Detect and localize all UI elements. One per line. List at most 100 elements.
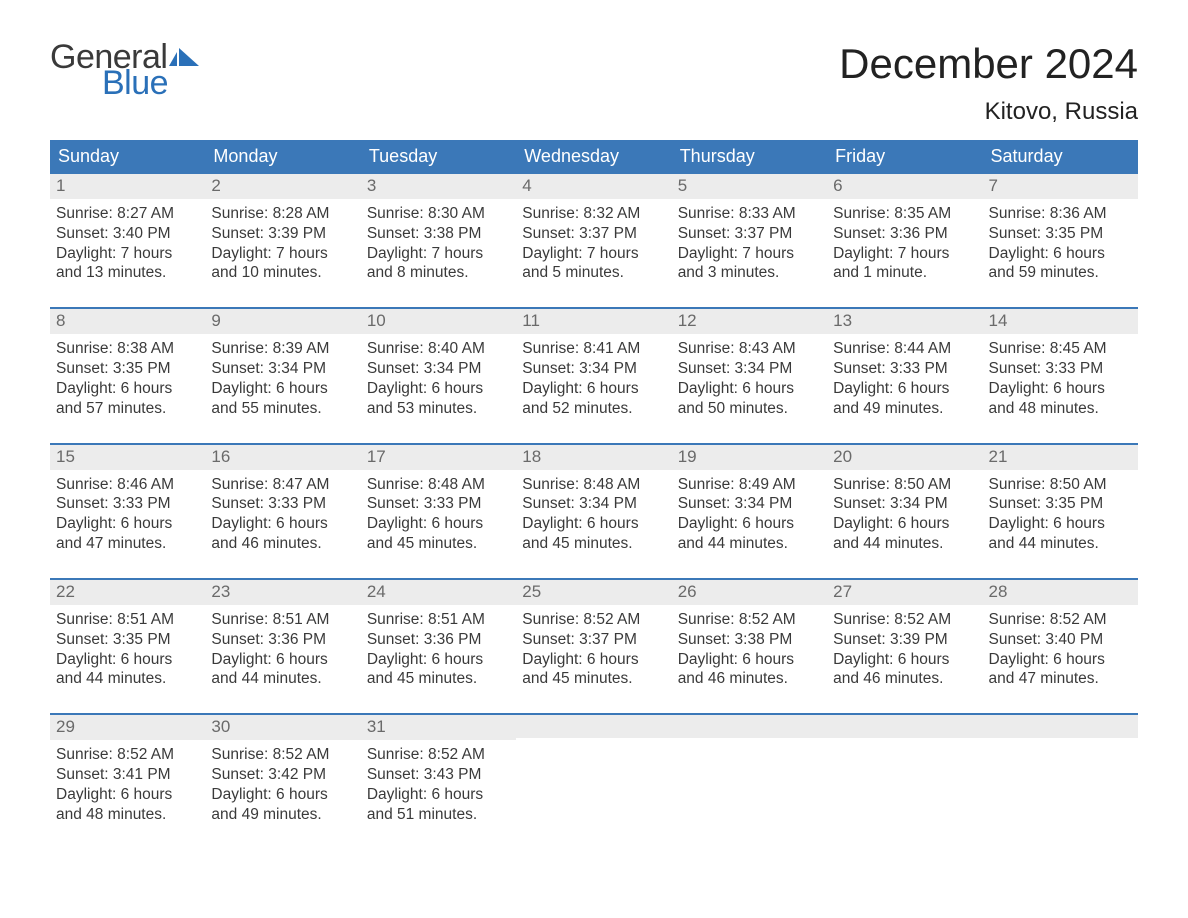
day-sunrise: Sunrise: 8:52 AM (989, 610, 1132, 630)
day-number: 6 (833, 176, 842, 195)
day-details: Sunrise: 8:51 AMSunset: 3:35 PMDaylight:… (50, 605, 205, 689)
day-d2: and 52 minutes. (522, 399, 665, 419)
day-d1: Daylight: 6 hours (678, 650, 821, 670)
day-sunrise: Sunrise: 8:47 AM (211, 475, 354, 495)
calendar-day: 16 Sunrise: 8:47 AMSunset: 3:33 PMDayligh… (205, 445, 360, 560)
day-number: 27 (833, 582, 852, 601)
day-sunset: Sunset: 3:40 PM (56, 224, 199, 244)
day-number: 26 (678, 582, 697, 601)
day-d2: and 51 minutes. (367, 805, 510, 825)
day-d2: and 50 minutes. (678, 399, 821, 419)
day-d1: Daylight: 6 hours (211, 514, 354, 534)
day-d2: and 48 minutes. (56, 805, 199, 825)
day-d2: and 46 minutes. (833, 669, 976, 689)
day-number: 24 (367, 582, 386, 601)
day-d2: and 59 minutes. (989, 263, 1132, 283)
day-details: Sunrise: 8:33 AMSunset: 3:37 PMDaylight:… (672, 199, 827, 283)
day-d2: and 45 minutes. (367, 669, 510, 689)
day-number: 19 (678, 447, 697, 466)
day-d1: Daylight: 6 hours (522, 514, 665, 534)
day-sunset: Sunset: 3:40 PM (989, 630, 1132, 650)
day-details: Sunrise: 8:52 AMSunset: 3:43 PMDaylight:… (361, 740, 516, 824)
calendar-day: 6 Sunrise: 8:35 AMSunset: 3:36 PMDaylight… (827, 174, 982, 289)
calendar-day: 12Sunrise: 8:43 AMSunset: 3:34 PMDayligh… (672, 309, 827, 424)
day-sunrise: Sunrise: 8:51 AM (56, 610, 199, 630)
day-details: Sunrise: 8:38 AMSunset: 3:35 PMDaylight:… (50, 334, 205, 418)
day-d1: Daylight: 6 hours (211, 379, 354, 399)
day-sunrise: Sunrise: 8:45 AM (989, 339, 1132, 359)
day-details: Sunrise: 8:52 AMSunset: 3:42 PMDaylight:… (205, 740, 360, 824)
day-sunrise: Sunrise: 8:51 AM (367, 610, 510, 630)
calendar-day (983, 715, 1138, 830)
day-sunset: Sunset: 3:34 PM (678, 494, 821, 514)
day-sunset: Sunset: 3:39 PM (833, 630, 976, 650)
calendar-day: 19Sunrise: 8:49 AMSunset: 3:34 PMDayligh… (672, 445, 827, 560)
day-sunset: Sunset: 3:35 PM (56, 630, 199, 650)
weekday-header: Thursday (672, 140, 827, 174)
day-number: 17 (367, 447, 386, 466)
day-d2: and 10 minutes. (211, 263, 354, 283)
month-title: December 2024 (839, 40, 1138, 88)
day-number: 2 (211, 176, 220, 195)
day-details: Sunrise: 8:47 AMSunset: 3:33 PMDaylight:… (205, 470, 360, 554)
weekday-header: Monday (205, 140, 360, 174)
calendar-week: 8Sunrise: 8:38 AMSunset: 3:35 PMDaylight… (50, 307, 1138, 424)
day-sunset: Sunset: 3:34 PM (522, 359, 665, 379)
day-sunset: Sunset: 3:37 PM (522, 224, 665, 244)
header: General Blue December 2024 Kitovo, Russi… (50, 40, 1138, 126)
calendar-day: 18Sunrise: 8:48 AMSunset: 3:34 PMDayligh… (516, 445, 671, 560)
calendar-day: 9Sunrise: 8:39 AMSunset: 3:34 PMDaylight… (205, 309, 360, 424)
day-number: 3 (367, 176, 376, 195)
day-number: 9 (211, 311, 220, 330)
calendar-day: 25Sunrise: 8:52 AMSunset: 3:37 PMDayligh… (516, 580, 671, 695)
day-number: 16 (211, 447, 230, 466)
day-d1: Daylight: 6 hours (367, 514, 510, 534)
day-sunset: Sunset: 3:35 PM (989, 494, 1132, 514)
day-details: Sunrise: 8:51 AMSunset: 3:36 PMDaylight:… (205, 605, 360, 689)
day-details: Sunrise: 8:35 AMSunset: 3:36 PMDaylight:… (827, 199, 982, 283)
day-d2: and 45 minutes. (367, 534, 510, 554)
day-sunset: Sunset: 3:39 PM (211, 224, 354, 244)
day-number: 4 (522, 176, 531, 195)
day-d1: Daylight: 6 hours (522, 379, 665, 399)
day-details: Sunrise: 8:45 AMSunset: 3:33 PMDaylight:… (983, 334, 1138, 418)
calendar-day: 5 Sunrise: 8:33 AMSunset: 3:37 PMDaylight… (672, 174, 827, 289)
day-d2: and 3 minutes. (678, 263, 821, 283)
day-d1: Daylight: 6 hours (367, 650, 510, 670)
day-d1: Daylight: 6 hours (678, 514, 821, 534)
day-d2: and 48 minutes. (989, 399, 1132, 419)
day-d2: and 44 minutes. (56, 669, 199, 689)
day-sunset: Sunset: 3:36 PM (367, 630, 510, 650)
calendar-day: 11Sunrise: 8:41 AMSunset: 3:34 PMDayligh… (516, 309, 671, 424)
day-sunset: Sunset: 3:35 PM (989, 224, 1132, 244)
calendar-week: 15Sunrise: 8:46 AMSunset: 3:33 PMDayligh… (50, 443, 1138, 560)
day-sunrise: Sunrise: 8:46 AM (56, 475, 199, 495)
day-d2: and 45 minutes. (522, 669, 665, 689)
day-number: 25 (522, 582, 541, 601)
day-sunrise: Sunrise: 8:50 AM (833, 475, 976, 495)
calendar-day: 31Sunrise: 8:52 AMSunset: 3:43 PMDayligh… (361, 715, 516, 830)
day-d1: Daylight: 6 hours (989, 244, 1132, 264)
day-sunrise: Sunrise: 8:52 AM (367, 745, 510, 765)
calendar-day: 8Sunrise: 8:38 AMSunset: 3:35 PMDaylight… (50, 309, 205, 424)
day-details: Sunrise: 8:32 AMSunset: 3:37 PMDaylight:… (516, 199, 671, 283)
calendar-day: 17Sunrise: 8:48 AMSunset: 3:33 PMDayligh… (361, 445, 516, 560)
day-number: 5 (678, 176, 687, 195)
day-sunrise: Sunrise: 8:35 AM (833, 204, 976, 224)
day-number: 1 (56, 176, 65, 195)
day-d1: Daylight: 6 hours (989, 379, 1132, 399)
day-d2: and 44 minutes. (678, 534, 821, 554)
day-details: Sunrise: 8:48 AMSunset: 3:34 PMDaylight:… (516, 470, 671, 554)
day-details: Sunrise: 8:40 AMSunset: 3:34 PMDaylight:… (361, 334, 516, 418)
calendar-day: 2Sunrise: 8:28 AMSunset: 3:39 PMDaylight… (205, 174, 360, 289)
weekday-header-row: SundayMondayTuesdayWednesdayThursdayFrid… (50, 140, 1138, 174)
day-number: 15 (56, 447, 75, 466)
day-sunset: Sunset: 3:37 PM (678, 224, 821, 244)
day-sunset: Sunset: 3:42 PM (211, 765, 354, 785)
day-d1: Daylight: 6 hours (833, 514, 976, 534)
day-details: Sunrise: 8:44 AMSunset: 3:33 PMDaylight:… (827, 334, 982, 418)
day-number: 21 (989, 447, 1008, 466)
day-d1: Daylight: 7 hours (211, 244, 354, 264)
calendar-week: 22Sunrise: 8:51 AMSunset: 3:35 PMDayligh… (50, 578, 1138, 695)
day-d1: Daylight: 7 hours (56, 244, 199, 264)
